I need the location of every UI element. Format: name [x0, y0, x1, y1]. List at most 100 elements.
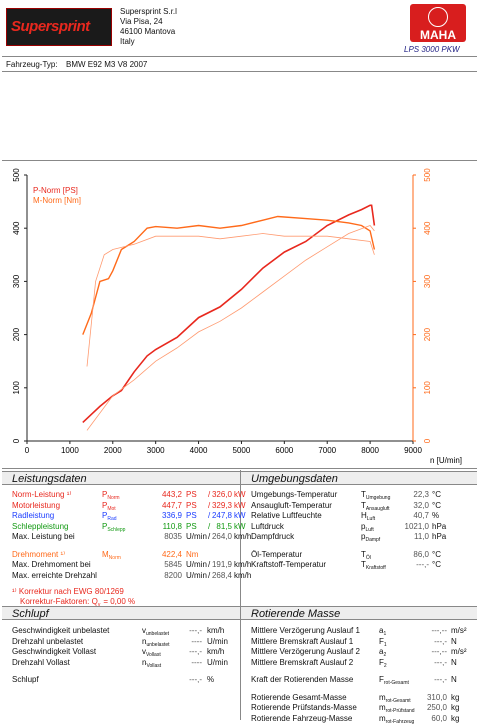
y-tick-label: 0	[12, 438, 21, 443]
y-tick-label: 200	[12, 327, 21, 341]
row-symbol-sub: Schlepp	[107, 526, 126, 533]
table-row: Mittlere Verzögerung Auslauf 2 a2 ---,-- m/…	[251, 647, 475, 658]
table-row: Mittlere Bremskraft Auslauf 1 F1 ---,- N	[251, 636, 475, 648]
row-symbol: MNorm	[102, 549, 121, 561]
section-title: Umgebungsdaten	[241, 471, 477, 485]
y2-tick-label: 100	[423, 381, 432, 395]
table-row: Schleppleistung PSchlepp 110,8 PS / 81,5 kW	[12, 521, 246, 533]
row-unit: hPa	[432, 521, 447, 531]
row-symbol: TUmgebung	[361, 490, 391, 501]
maha-text: MAHA	[420, 28, 456, 42]
y-tick-label: 500	[12, 168, 21, 182]
row-unit: U/min	[186, 560, 207, 569]
legend-entry: P-Norm [PS]	[33, 186, 78, 195]
row-label: Drehzahl Vollast	[12, 657, 70, 667]
row-unit: U/min	[186, 570, 207, 580]
row-value: 422,4	[161, 549, 182, 559]
row-label: Max. Leistung bei	[12, 532, 75, 541]
table-row: Motorleistung PMot 447,7 PS /329,3 kW	[12, 500, 246, 512]
table-row: Öl-Temperatur TÖl 86,0 °C	[251, 550, 475, 561]
row-label: Kraftstoff-Temperatur	[251, 560, 326, 569]
brand-name: Supersprint	[11, 18, 90, 35]
section-title: Leistungsdaten	[2, 471, 240, 485]
row-symbol-sub: Norm	[108, 554, 121, 561]
y-tick-label: 100	[12, 381, 21, 395]
series-line	[82, 215, 376, 335]
row-unit: Nm	[186, 549, 199, 559]
footnote-value: = 0,00 %	[103, 597, 136, 606]
row-value: ----	[191, 636, 202, 646]
row-label: Max. erreichte Drehzahl	[12, 570, 97, 580]
address-line: Supersprint S.r.l	[120, 7, 177, 16]
x-tick-label: 3000	[147, 446, 165, 455]
row-symbol-sub: Luft	[366, 516, 376, 522]
row-label: Geschwindigkeit Vollast	[12, 647, 97, 656]
row-separator: /	[208, 570, 211, 580]
y-tick-label: 400	[12, 221, 21, 235]
divider	[2, 71, 477, 72]
row-symbol: PSchlepp	[102, 521, 126, 533]
row-label: Rotierende Prüfstands-Masse	[251, 703, 357, 712]
y2-tick-label: 500	[423, 168, 432, 182]
maha-emblem	[428, 7, 448, 27]
row-unit: kg	[451, 692, 460, 702]
series-line	[86, 233, 375, 367]
row-label: Rotierende Gesamt-Masse	[251, 692, 347, 702]
row-label: Rotierende Fahrzeug-Masse	[251, 713, 353, 723]
row-symbol: nunbelastet	[142, 636, 170, 648]
divider	[2, 56, 477, 57]
row-value: 60,0	[431, 713, 447, 723]
table-row: Umgebungs-Temperatur TUmgebung 22,3 °C	[251, 490, 475, 501]
row-symbol: TKraftstoff	[361, 560, 386, 571]
row-value: ---,-	[189, 675, 202, 684]
row-value: 8035	[164, 532, 182, 541]
row-value: ---,-	[189, 626, 202, 635]
row-symbol: mrot-Prüfstand	[379, 703, 415, 714]
y-tick-label: 300	[12, 274, 21, 288]
row-symbol: TAnsaugluft	[361, 500, 390, 512]
table-row: Geschwindigkeit Vollast vVollast ---,- km/h	[12, 647, 238, 658]
row-unit: km/h	[234, 532, 252, 541]
row-value: ----	[191, 657, 202, 667]
y2-tick-label: 300	[423, 274, 432, 288]
row-symbol-sub: unbelastet	[146, 641, 170, 648]
row-value: 247,8	[211, 511, 232, 520]
row-value: ---,-	[434, 675, 447, 684]
row-label: Geschwindigkeit unbelastet	[12, 626, 110, 635]
row-unit: PS	[186, 511, 197, 520]
table-row: Schlupf ---,-%	[12, 675, 238, 685]
row-label: Kraft der Rotierenden Masse	[251, 675, 354, 684]
row-label: Dampfdruck	[251, 532, 295, 541]
row-value: ---,-	[434, 636, 447, 646]
row-unit: m/s²	[451, 647, 467, 656]
row-label: Mittlere Verzögerung Auslauf 1	[251, 626, 360, 635]
row-value: 81,5	[216, 521, 232, 531]
row-value: ---,--	[431, 647, 447, 656]
row-separator: /	[208, 500, 211, 510]
table-row: Radleistung PRad 336,9 PS /247,8 kW	[12, 511, 246, 522]
row-symbol: mrot-Gesamt	[379, 692, 411, 704]
row-value: 110,8	[162, 521, 182, 531]
x-tick-label: 9000	[404, 446, 422, 455]
row-symbol: Frot-Gesamt	[379, 675, 409, 686]
table-row: Drehmoment ¹⁾ MNorm 422,4 Nm	[12, 549, 238, 561]
row-value: 32,0	[413, 500, 429, 510]
table-row: Mittlere Verzögerung Auslauf 1 a1 ---,-- m/…	[251, 626, 475, 637]
table-row: Norm-Leistung ¹⁾ PNorm 443,2 PS /326,0 kW	[12, 490, 246, 501]
row-symbol-sub: Vollast	[146, 652, 161, 658]
legend-entry: M-Norm [Nm]	[33, 196, 81, 205]
table-row: Luftdruck pLuft 1021,0 hPa	[251, 521, 475, 533]
row-unit: U/min	[207, 657, 228, 667]
table-row: Rotierende Prüfstands-Masse mrot-Prüfstan…	[251, 703, 475, 714]
row-value: ---,-	[416, 560, 429, 569]
row-value: 11,0	[414, 532, 429, 541]
x-tick-label: 4000	[190, 446, 208, 455]
address: Supersprint S.r.l Via Pisa, 24 46100 Man…	[120, 7, 177, 47]
series-line	[86, 225, 375, 431]
row-unit: N	[451, 675, 457, 684]
row-symbol-sub: Kraftstoff	[365, 565, 386, 571]
row-label: Mittlere Verzögerung Auslauf 2	[251, 647, 360, 656]
row-value: 443,2	[161, 490, 182, 499]
